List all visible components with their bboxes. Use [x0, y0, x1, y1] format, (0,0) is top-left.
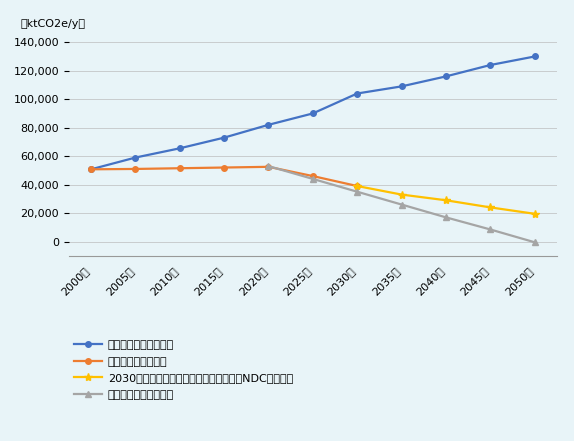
無条件緩和シナリオ — [220, 165, 227, 170]
ベースラインシナリオ — [265, 122, 272, 127]
2030年以降の条件緩和シナリオ（今後のNDCで規定） — [487, 205, 494, 210]
Line: 無条件緩和シナリオ: 無条件緩和シナリオ — [88, 164, 360, 189]
無条件緩和シナリオ — [176, 165, 183, 171]
2030年以降の条件緩和シナリオ（今後のNDCで規定） — [354, 183, 360, 189]
無条件緩和シナリオ — [88, 167, 95, 172]
条件付き緩和シナリオ — [487, 227, 494, 232]
ベースラインシナリオ — [309, 111, 316, 116]
無条件緩和シナリオ — [132, 166, 139, 172]
Text: （ktCO2e/y）: （ktCO2e/y） — [20, 19, 85, 29]
ベースラインシナリオ — [132, 155, 139, 160]
2030年以降の条件緩和シナリオ（今後のNDCで規定） — [443, 198, 449, 203]
Line: 2030年以降の条件緩和シナリオ（今後のNDCで規定）: 2030年以降の条件緩和シナリオ（今後のNDCで規定） — [353, 182, 539, 218]
条件付き緩和シナリオ — [265, 164, 272, 169]
ベースラインシナリオ — [176, 146, 183, 151]
ベースラインシナリオ — [354, 91, 360, 96]
ベースラインシナリオ — [398, 84, 405, 89]
条件付き緩和シナリオ — [354, 189, 360, 194]
条件付き緩和シナリオ — [309, 176, 316, 182]
ベースラインシナリオ — [88, 167, 95, 172]
条件付き緩和シナリオ — [398, 202, 405, 207]
ベースラインシナリオ — [443, 74, 449, 79]
Line: ベースラインシナリオ: ベースラインシナリオ — [88, 54, 537, 172]
ベースラインシナリオ — [531, 54, 538, 59]
Legend: ベースラインシナリオ, 無条件緩和シナリオ, 2030年以降の条件緩和シナリオ（今後のNDCで規定）, 条件付き緩和シナリオ: ベースラインシナリオ, 無条件緩和シナリオ, 2030年以降の条件緩和シナリオ（… — [75, 340, 293, 400]
2030年以降の条件緩和シナリオ（今後のNDCで規定） — [531, 211, 538, 217]
ベースラインシナリオ — [487, 62, 494, 67]
Line: 条件付き緩和シナリオ: 条件付き緩和シナリオ — [266, 163, 537, 245]
2030年以降の条件緩和シナリオ（今後のNDCで規定） — [398, 192, 405, 197]
無条件緩和シナリオ — [354, 183, 360, 189]
ベースラインシナリオ — [220, 135, 227, 140]
無条件緩和シナリオ — [265, 164, 272, 169]
条件付き緩和シナリオ — [531, 239, 538, 245]
条件付き緩和シナリオ — [443, 215, 449, 220]
無条件緩和シナリオ — [309, 173, 316, 179]
